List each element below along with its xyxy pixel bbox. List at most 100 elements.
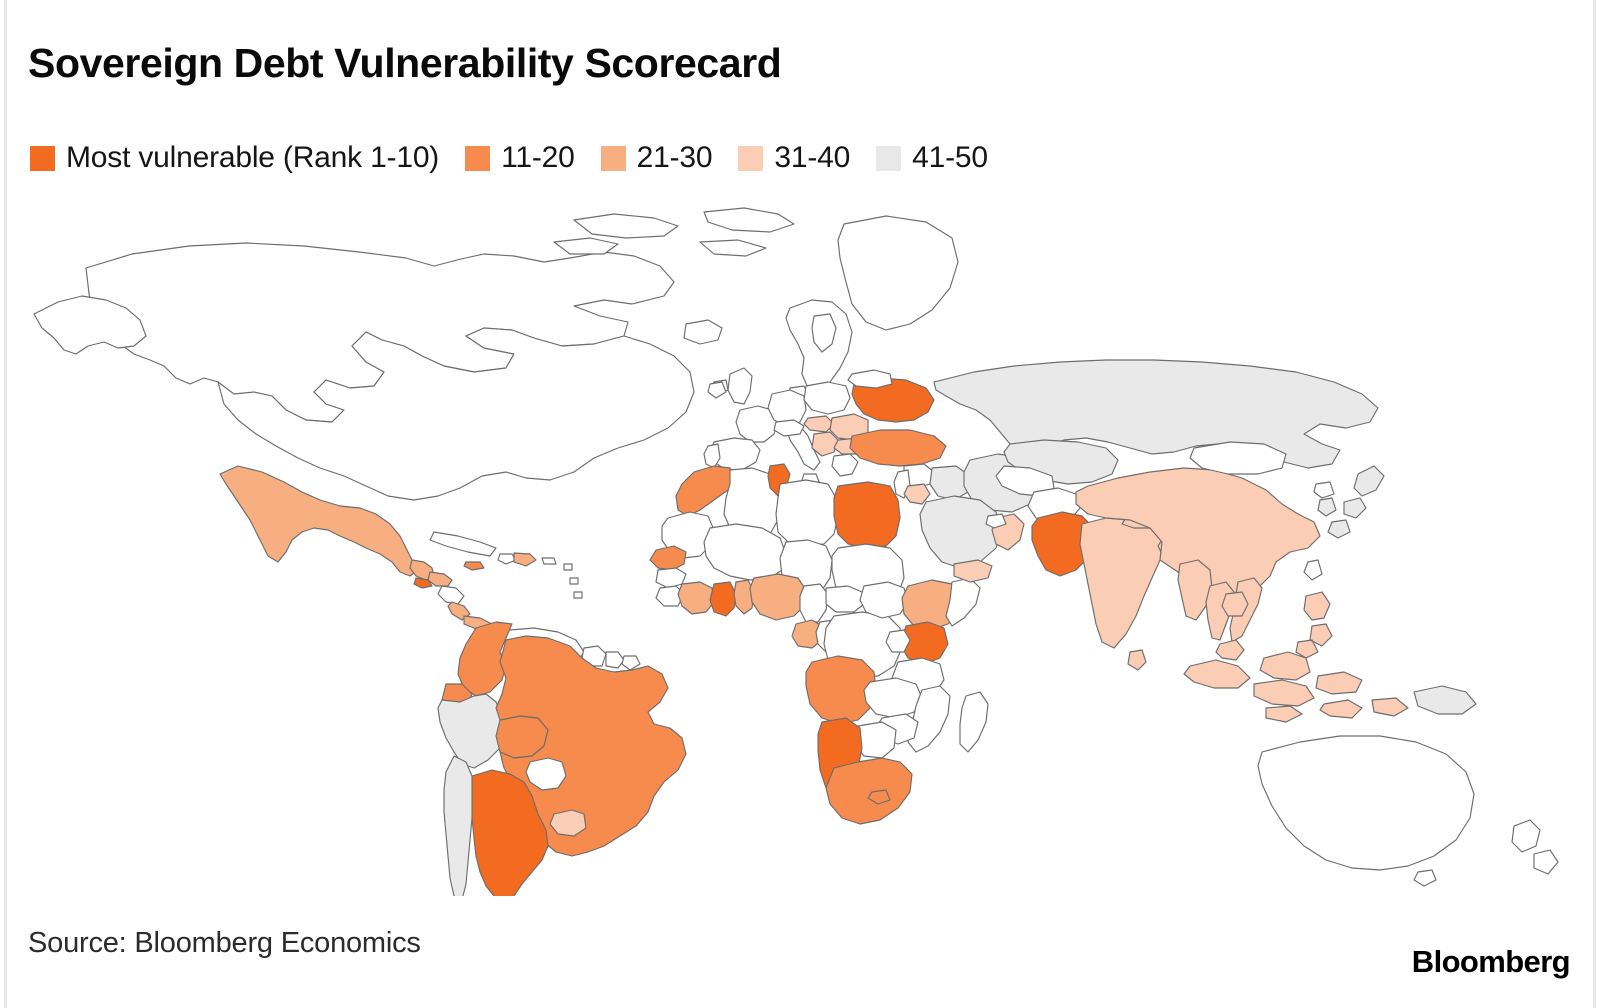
map-region-south-america: [438, 622, 686, 896]
country-mexico[interactable]: [220, 466, 418, 576]
country-united-states[interactable]: [218, 328, 694, 500]
world-choropleth-map: [14, 196, 1584, 896]
country-tasmania[interactable]: [1414, 870, 1436, 886]
country-uruguay[interactable]: [550, 810, 586, 836]
country-belarus[interactable]: [848, 370, 892, 388]
country-germany-benelux[interactable]: [768, 390, 806, 426]
country-mozambique[interactable]: [908, 686, 950, 752]
country-australia[interactable]: [1258, 736, 1474, 870]
country-jamaica[interactable]: [464, 562, 484, 570]
country-libya[interactable]: [776, 480, 838, 546]
map-region-africa: [650, 464, 988, 824]
country-france[interactable]: [736, 406, 778, 442]
country-ireland[interactable]: [708, 382, 726, 398]
country-south-sudan[interactable]: [860, 582, 908, 618]
country-mongolia[interactable]: [1190, 442, 1286, 474]
country-south-africa[interactable]: [826, 758, 912, 824]
country-papua-new-guinea[interactable]: [1414, 686, 1476, 714]
country-greece[interactable]: [832, 454, 858, 476]
country-uae[interactable]: [986, 514, 1006, 528]
legend-item-rank1[interactable]: Most vulnerable (Rank 1-10): [30, 141, 439, 175]
country-togo-benin[interactable]: [734, 580, 754, 614]
country-japan[interactable]: [1328, 466, 1384, 538]
country-senegal[interactable]: [650, 546, 686, 570]
country-uganda[interactable]: [886, 630, 910, 652]
legend-swatch-icon-rank5: [876, 145, 902, 171]
country-north-korea[interactable]: [1314, 482, 1334, 498]
country-morocco[interactable]: [676, 466, 736, 516]
country-philippines[interactable]: [1296, 592, 1332, 658]
legend-item-rank2[interactable]: 11-20: [465, 141, 575, 175]
legend-item-rank4[interactable]: 31-40: [738, 141, 850, 175]
country-poland-baltics[interactable]: [804, 382, 850, 414]
country-austria-switzerland[interactable]: [774, 420, 804, 436]
country-angola[interactable]: [806, 656, 876, 724]
country-mali-niger[interactable]: [704, 524, 786, 580]
country-somalia[interactable]: [946, 578, 980, 626]
legend-swatch-icon-rank2: [465, 145, 491, 171]
country-turkey[interactable]: [850, 430, 946, 466]
country-brazil[interactable]: [496, 636, 686, 856]
country-egypt[interactable]: [834, 482, 900, 548]
legend-label-rank1: Most vulnerable (Rank 1-10): [66, 141, 440, 174]
country-saudi-arabia[interactable]: [920, 496, 1002, 568]
country-jordan[interactable]: [904, 484, 930, 504]
country-iraq[interactable]: [930, 466, 970, 500]
region-lesser-antilles: [564, 564, 582, 598]
legend-label-rank3: 21-30: [636, 141, 713, 174]
source-note: Source: Bloomberg Economics: [28, 927, 421, 959]
country-iceland[interactable]: [684, 320, 722, 344]
country-sierra-leone-liberia[interactable]: [656, 586, 684, 606]
country-honduras[interactable]: [428, 572, 452, 586]
country-cambodia-laos[interactable]: [1222, 592, 1248, 616]
legend-item-rank3[interactable]: 21-30: [600, 141, 713, 175]
country-pakistan[interactable]: [1032, 512, 1096, 576]
country-puerto-rico[interactable]: [542, 558, 556, 564]
country-taiwan[interactable]: [1304, 560, 1322, 580]
country-argentina[interactable]: [472, 770, 548, 896]
country-suriname[interactable]: [606, 652, 624, 668]
country-french-guiana[interactable]: [622, 656, 640, 670]
country-greenland[interactable]: [838, 216, 958, 330]
country-myanmar[interactable]: [1178, 560, 1212, 620]
country-el-salvador[interactable]: [414, 578, 432, 588]
country-haiti[interactable]: [498, 554, 516, 564]
country-ukraine[interactable]: [852, 378, 934, 422]
country-dominican-republic[interactable]: [514, 553, 536, 566]
country-russia[interactable]: [934, 360, 1378, 468]
country-paraguay[interactable]: [526, 758, 566, 790]
country-yemen[interactable]: [954, 560, 992, 582]
country-chile[interactable]: [444, 756, 474, 896]
country-cameroon[interactable]: [800, 584, 828, 622]
country-norway-sweden-finland[interactable]: [786, 300, 852, 392]
country-nicaragua[interactable]: [438, 586, 464, 604]
country-ivory-coast[interactable]: [678, 582, 714, 614]
map-region-europe: [684, 300, 934, 486]
map-region-north-america: [34, 208, 958, 634]
country-nigeria[interactable]: [750, 574, 806, 620]
region-arctic-islands: [554, 208, 794, 256]
country-serbia-balkans[interactable]: [812, 432, 838, 456]
legend: Most vulnerable (Rank 1-10) 11-20 21-30 …: [30, 141, 988, 175]
country-indonesia[interactable]: [1184, 660, 1408, 722]
legend-label-rank2: 11-20: [501, 141, 575, 174]
country-sri-lanka[interactable]: [1128, 650, 1146, 670]
legend-item-rank5[interactable]: 41-50: [876, 141, 988, 175]
country-ghana[interactable]: [710, 582, 736, 616]
map-region-oceania: [1258, 736, 1558, 886]
country-india[interactable]: [1080, 518, 1162, 648]
country-zambia[interactable]: [864, 678, 922, 718]
country-colombia[interactable]: [458, 622, 512, 696]
country-gabon[interactable]: [792, 620, 822, 648]
country-alaska[interactable]: [34, 296, 146, 354]
country-malaysia[interactable]: [1216, 640, 1310, 680]
country-peru[interactable]: [438, 694, 506, 768]
legend-label-rank4: 31-40: [774, 141, 851, 174]
country-madagascar[interactable]: [960, 692, 988, 752]
country-central-african-republic[interactable]: [826, 586, 864, 612]
legend-label-rank5: 41-50: [912, 141, 988, 174]
country-south-korea[interactable]: [1318, 498, 1336, 516]
country-cuba[interactable]: [430, 532, 496, 556]
country-new-zealand[interactable]: [1512, 820, 1558, 874]
